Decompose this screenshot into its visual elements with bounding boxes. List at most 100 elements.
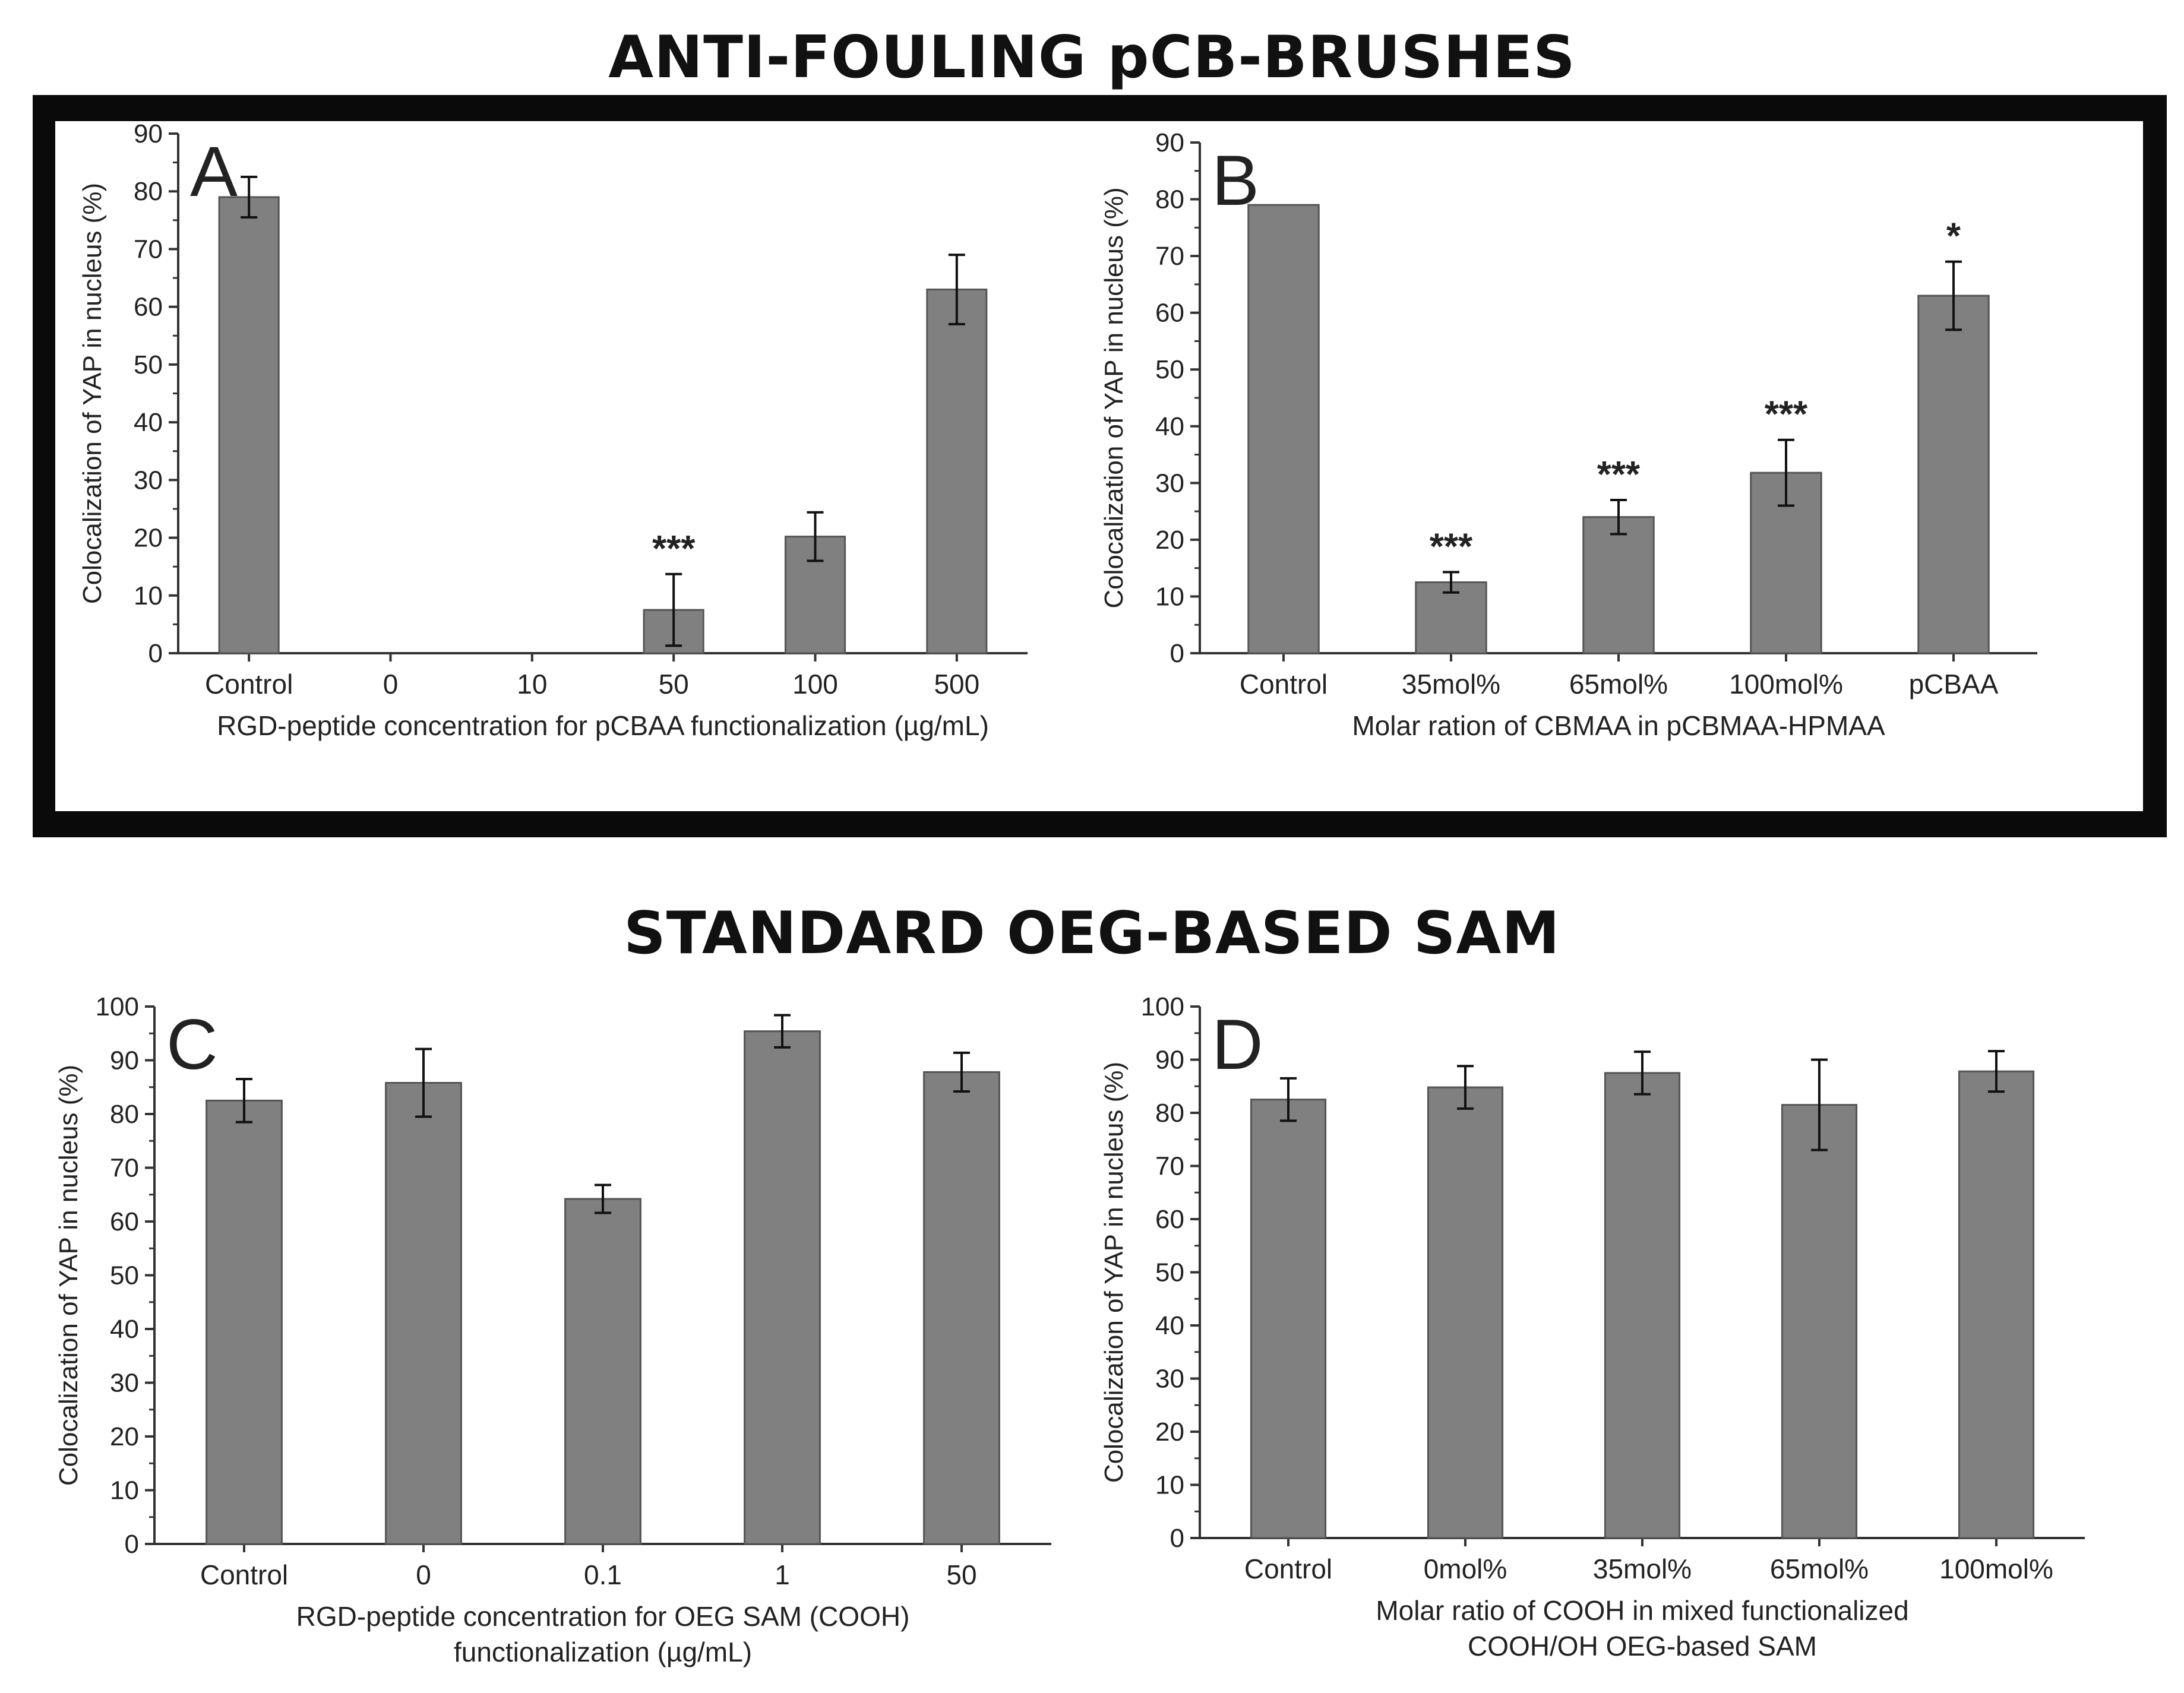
y-tick-label: 70 bbox=[134, 235, 163, 264]
x-tick-label: 35mol% bbox=[1593, 1553, 1692, 1584]
bar bbox=[1247, 204, 1320, 654]
y-tick-label: 90 bbox=[1155, 128, 1184, 157]
x-tick-label: 10 bbox=[517, 669, 547, 700]
x-tick-label: 100mol% bbox=[1939, 1553, 2053, 1584]
x-tick-label: 100 bbox=[792, 669, 838, 700]
y-tick-label: 10 bbox=[134, 581, 163, 610]
y-tick-label: 0 bbox=[1170, 1524, 1184, 1553]
y-tick-label: 100 bbox=[96, 992, 139, 1021]
x-axis-label: COOH/OH OEG-based SAM bbox=[1468, 1631, 1817, 1662]
y-tick-label: 10 bbox=[110, 1476, 139, 1505]
y-tick-label: 20 bbox=[1155, 526, 1184, 555]
y-tick-label: 80 bbox=[1155, 1099, 1184, 1128]
x-tick-label: pCBAA bbox=[1909, 669, 1999, 700]
y-tick-label: 50 bbox=[1155, 1258, 1184, 1287]
section-title-anti-fouling: ANTI-FOULING pCB-BRUSHES bbox=[608, 24, 1576, 91]
y-tick-label: 10 bbox=[1155, 1471, 1184, 1500]
y-axis-label: Colocalization of YAP in nucleus (%) bbox=[78, 183, 107, 604]
x-tick-label: 65mol% bbox=[1569, 669, 1668, 700]
y-axis-label: Colocalization of YAP in nucleus (%) bbox=[1099, 1062, 1129, 1483]
y-tick-label: 20 bbox=[1155, 1417, 1184, 1447]
y-tick-label: 50 bbox=[110, 1261, 139, 1290]
x-tick-label: Control bbox=[200, 1559, 288, 1590]
x-tick-label: 100mol% bbox=[1729, 669, 1843, 700]
x-tick-label: Control bbox=[1244, 1553, 1332, 1584]
chart-panel-b: 0 10 20 30 40 50 60 70 80 90 Colocalization of YAP… bbox=[1099, 128, 2037, 741]
y-tick-label: 0 bbox=[1170, 639, 1184, 668]
y-axis-label: Colocalization of YAP in nucleus (%) bbox=[1099, 187, 1129, 608]
significance-label: *** bbox=[652, 529, 696, 569]
panel-letter: C bbox=[166, 1005, 218, 1084]
bar bbox=[1781, 1104, 1858, 1539]
x-tick-label: 500 bbox=[934, 669, 979, 700]
significance-label: *** bbox=[1597, 454, 1641, 495]
y-tick-label: 30 bbox=[1155, 469, 1184, 498]
y-tick-label: 60 bbox=[1155, 299, 1184, 328]
x-tick-label: 0 bbox=[416, 1559, 431, 1590]
x-tick-label: 0mol% bbox=[1424, 1553, 1507, 1584]
top-panel-background bbox=[55, 121, 2143, 811]
x-tick-label: 50 bbox=[946, 1559, 976, 1590]
x-tick-label: 35mol% bbox=[1402, 669, 1500, 700]
y-tick-label: 40 bbox=[1155, 412, 1184, 441]
y-tick-label: 50 bbox=[134, 350, 163, 379]
bar bbox=[1917, 295, 1990, 654]
bar bbox=[1958, 1070, 2035, 1539]
bar bbox=[564, 1198, 641, 1545]
y-tick-label: 60 bbox=[134, 293, 163, 322]
bar bbox=[1427, 1086, 1504, 1539]
y-tick-label: 30 bbox=[1155, 1365, 1184, 1394]
bar bbox=[1250, 1099, 1327, 1539]
y-tick-label: 30 bbox=[110, 1369, 139, 1398]
panel-letter: D bbox=[1212, 1005, 1263, 1084]
y-tick-label: 60 bbox=[1155, 1205, 1184, 1234]
y-tick-label: 20 bbox=[110, 1422, 139, 1451]
panel-letter: A bbox=[190, 132, 238, 211]
top-panel-frame bbox=[33, 95, 2167, 837]
significance-label: *** bbox=[1430, 526, 1473, 567]
x-axis-label: Molar ratio of COOH in mixed functionali… bbox=[1376, 1595, 1908, 1626]
x-axis-label: Molar ration of CBMAA in pCBMAA-HPMAA bbox=[1352, 710, 1885, 741]
y-tick-label: 100 bbox=[1141, 992, 1184, 1021]
x-axis-label: functionalization (µg/mL) bbox=[454, 1637, 752, 1667]
bar bbox=[1604, 1072, 1681, 1539]
x-tick-label: 0 bbox=[383, 669, 399, 700]
y-tick-label: 80 bbox=[1155, 185, 1184, 214]
significance-label: *** bbox=[1765, 394, 1808, 435]
x-tick-label: 1 bbox=[775, 1559, 790, 1590]
bar bbox=[385, 1082, 462, 1545]
y-tick-label: 40 bbox=[1155, 1311, 1184, 1340]
y-tick-label: 70 bbox=[1155, 242, 1184, 271]
y-tick-label: 60 bbox=[110, 1207, 139, 1236]
y-tick-label: 90 bbox=[134, 119, 163, 148]
chart-panel-a: 0 10 20 30 40 50 60 70 80 90 Colocalization of YAP… bbox=[78, 119, 1028, 741]
y-tick-label: 40 bbox=[134, 408, 163, 437]
bar bbox=[744, 1030, 821, 1545]
x-tick-label: Control bbox=[205, 669, 293, 700]
y-tick-label: 30 bbox=[134, 466, 163, 495]
x-axis-label: RGD-peptide concentration for pCBAA func… bbox=[217, 710, 989, 741]
y-axis-label: Colocalization of YAP in nucleus (%) bbox=[54, 1065, 83, 1486]
y-tick-label: 50 bbox=[1155, 355, 1184, 384]
bar bbox=[206, 1099, 283, 1545]
bar bbox=[923, 1071, 1000, 1545]
chart-panel-d: 0 10 20 30 40 50 60 70 80 90 100 Colocalization of … bbox=[1099, 992, 2085, 1662]
bar bbox=[926, 289, 988, 654]
y-tick-label: 90 bbox=[110, 1046, 139, 1075]
y-tick-label: 20 bbox=[134, 524, 163, 553]
x-axis-label: RGD-peptide concentration for OEG SAM (C… bbox=[296, 1601, 910, 1632]
bar bbox=[1415, 581, 1487, 654]
y-tick-label: 70 bbox=[110, 1154, 139, 1183]
y-tick-label: 10 bbox=[1155, 582, 1184, 611]
x-tick-label: Control bbox=[1240, 669, 1328, 700]
y-tick-label: 40 bbox=[110, 1315, 139, 1344]
bar bbox=[1582, 516, 1655, 654]
x-tick-label: 0.1 bbox=[584, 1559, 622, 1590]
panel-letter: B bbox=[1212, 141, 1259, 220]
section-title-standard-oeg: STANDARD OEG-BASED SAM bbox=[624, 900, 1560, 967]
y-tick-label: 80 bbox=[134, 177, 163, 206]
y-tick-label: 0 bbox=[148, 639, 163, 668]
significance-label: * bbox=[1946, 216, 1961, 257]
y-tick-label: 90 bbox=[1155, 1046, 1184, 1075]
